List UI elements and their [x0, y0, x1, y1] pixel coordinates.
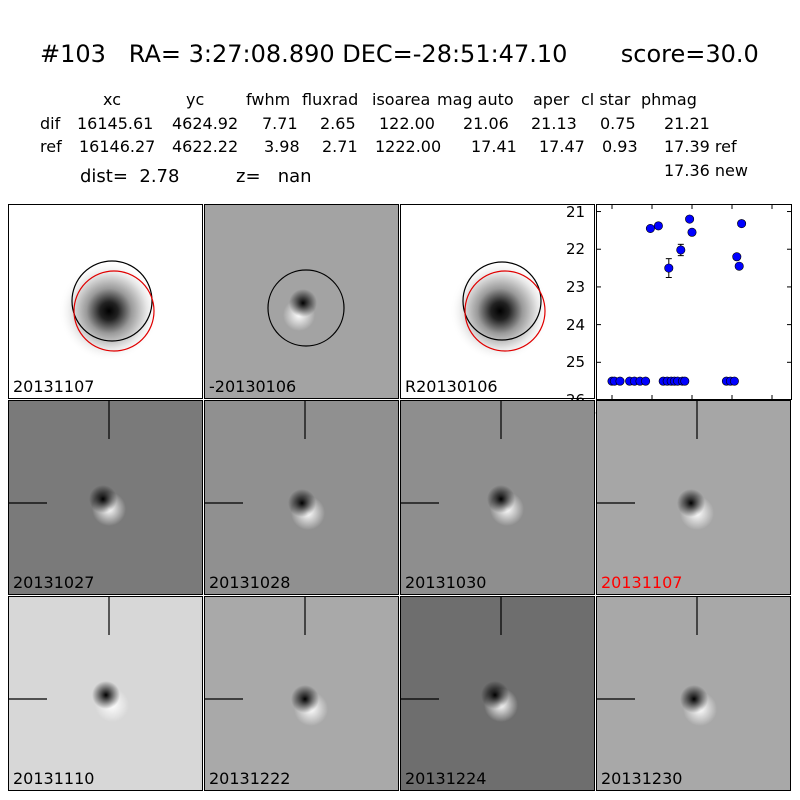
stamp-cell: 20131230: [596, 596, 791, 791]
stamp-cell: 20131028: [204, 400, 399, 595]
data-point: [641, 376, 651, 386]
light-curve-plot: [596, 204, 792, 400]
stamp-cell: 20131030: [400, 400, 595, 595]
new-image-stamp: [59, 260, 159, 361]
data-point: [737, 219, 747, 229]
z-readout: z= nan: [236, 166, 312, 187]
data-point: [676, 245, 686, 255]
dif-fluxrad: 2.65: [320, 114, 356, 133]
ref-fluxrad: 2.71: [322, 137, 358, 156]
stamp-cell: 20131224: [400, 596, 595, 791]
difference-image-stamp: [267, 269, 345, 347]
stamp-cell: 20131027: [8, 400, 203, 595]
page-title: #103 RA= 3:27:08.890 DEC=-28:51:47.10 sc…: [40, 40, 759, 68]
plot-frame: [596, 204, 792, 400]
ref-phmag: 17.39 ref: [664, 137, 737, 156]
aperture-circle-red: [73, 270, 155, 352]
dist-readout: dist= 2.78: [80, 166, 180, 187]
col-header-xc: xc: [103, 90, 121, 109]
col-header-yc: yc: [186, 90, 205, 109]
stamp-date-label: 20131110: [13, 769, 95, 788]
data-point: [734, 261, 744, 271]
dif-phmag: 21.21: [664, 114, 710, 133]
stamp-date-label: 20131230: [601, 769, 683, 788]
dif-isoarea: 122.00: [379, 114, 435, 133]
stamp-image: [9, 401, 126, 526]
stamp-cell: 20131110: [8, 596, 203, 791]
dif-xc: 16145.61: [77, 114, 154, 133]
data-point: [615, 376, 625, 386]
dif-cl-star: 0.75: [600, 114, 636, 133]
y-tick-label: 21: [566, 202, 586, 221]
dif-yc: 4624.92: [172, 114, 239, 133]
stamp-image: [205, 597, 328, 726]
ref-aper: 17.47: [539, 137, 585, 156]
panel-label: 20131107: [13, 377, 95, 396]
data-point: [664, 263, 674, 273]
reference-image-stamp: [450, 261, 550, 361]
ref-mag-auto: 17.41: [471, 137, 517, 156]
dif-fwhm: 7.71: [262, 114, 298, 133]
stamp-date-label: 20131030: [405, 573, 487, 592]
col-header-fluxrad: fluxrad: [302, 90, 359, 109]
aperture-circle-black: [71, 260, 153, 342]
stamp-date-label: 20131222: [209, 769, 291, 788]
stamp-image: [205, 401, 325, 530]
panel-reference-image: R20130106: [400, 204, 595, 399]
panel-label: -20130106: [209, 377, 297, 396]
y-tick-label: 22: [566, 240, 586, 259]
stamp-date-label: 20131027: [13, 573, 95, 592]
data-point: [653, 221, 663, 231]
stamp-image: [401, 401, 524, 526]
data-point: [732, 252, 742, 262]
dif-mag-auto: 21.06: [463, 114, 509, 133]
y-tick-label: 23: [566, 277, 586, 296]
data-point: [680, 376, 690, 386]
data-point: [685, 214, 695, 224]
aperture-circle-red: [464, 270, 546, 352]
new-phmag: 17.36 new: [664, 161, 748, 180]
y-tick-label: 25: [566, 353, 586, 372]
stamp-date-label: 20131107: [601, 573, 683, 592]
col-header-fwhm: fwhm: [246, 90, 291, 109]
aperture-circle-black: [267, 269, 345, 347]
ref-xc: 16146.27: [79, 137, 156, 156]
ref-isoarea: 1222.00: [375, 137, 442, 156]
panel-difference-image: -20130106: [204, 204, 399, 399]
aperture-circle-black: [462, 261, 542, 341]
data-point: [645, 223, 655, 233]
dif-aper: 21.13: [531, 114, 577, 133]
data-point: [729, 376, 739, 386]
col-header-cl-star: cl star: [581, 90, 631, 109]
col-header-phmag: phmag: [641, 90, 697, 109]
dif-row-label: dif: [40, 114, 61, 133]
panel-label: R20130106: [405, 377, 498, 396]
ref-cl-star: 0.93: [602, 137, 638, 156]
stamp-image: [597, 597, 717, 726]
panel-new-image: 20131107: [8, 204, 203, 399]
stamp-image: [9, 597, 129, 722]
stamp-image: [401, 597, 518, 722]
data-point: [687, 227, 697, 237]
stamp-date-label: 20131028: [209, 573, 291, 592]
col-header-isoarea: isoarea: [372, 90, 431, 109]
stamp-date-label: 20131224: [405, 769, 487, 788]
stamp-cell: 20131107: [596, 400, 791, 595]
ref-row-label: ref: [40, 137, 62, 156]
stamp-cell: 20131222: [204, 596, 399, 791]
ref-yc: 4622.22: [172, 137, 239, 156]
col-header-mag-auto: mag auto: [437, 90, 514, 109]
ref-fwhm: 3.98: [264, 137, 300, 156]
y-tick-label: 24: [566, 315, 586, 334]
col-header-aper: aper: [533, 90, 570, 109]
stamp-image: [597, 401, 714, 530]
